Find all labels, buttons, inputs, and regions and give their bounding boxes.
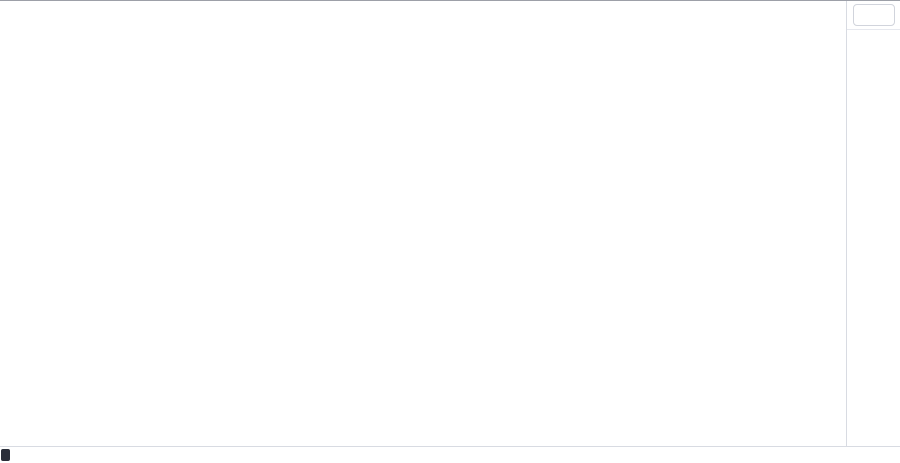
- logo-mark: [1, 449, 10, 461]
- currency-usd-button[interactable]: [852, 4, 895, 26]
- time-axis[interactable]: [0, 446, 900, 463]
- price-axis[interactable]: [846, 1, 900, 446]
- axis-separator: [847, 29, 900, 30]
- price-chart-canvas[interactable]: [0, 1, 846, 446]
